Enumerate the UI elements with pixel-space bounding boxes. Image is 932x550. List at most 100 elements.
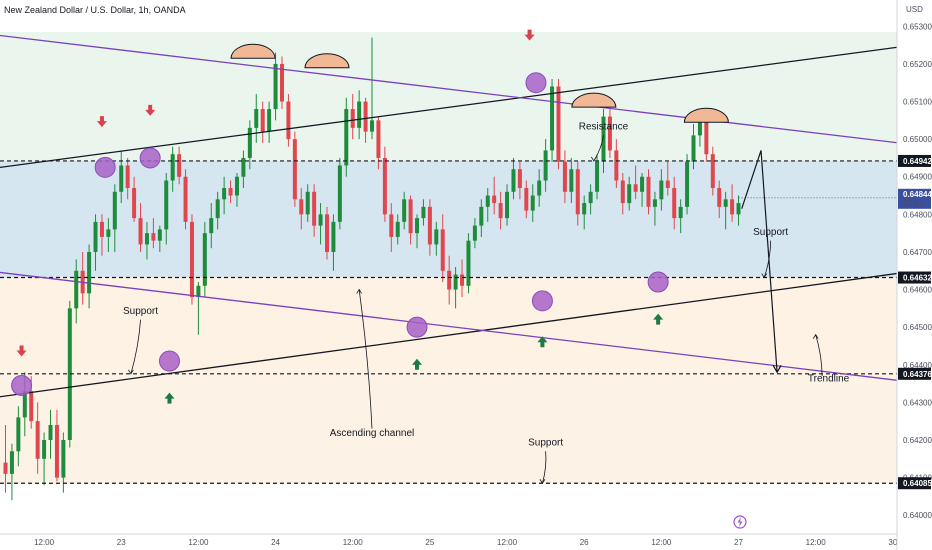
annotation-pointer-head	[812, 333, 819, 339]
current-price-countdown: 20:54	[903, 199, 924, 208]
candle	[74, 259, 79, 324]
candle	[344, 97, 349, 177]
candle-body	[35, 421, 40, 459]
candle	[16, 406, 21, 467]
candle-body	[67, 308, 72, 440]
trendline-trendline-lower	[0, 271, 932, 386]
touch-circle	[525, 72, 547, 94]
candle	[151, 218, 156, 249]
candle	[189, 214, 194, 305]
price-level-tag-text: 0.64085	[903, 479, 932, 488]
rounded-top-dome	[304, 53, 350, 69]
candle	[99, 214, 104, 256]
candle	[357, 90, 362, 140]
candle	[318, 203, 323, 245]
candle	[685, 154, 690, 215]
candle-body	[170, 154, 175, 181]
candle	[659, 169, 664, 211]
price-level-tag-text: 0.64942	[903, 157, 932, 166]
resistance-support-zone	[0, 160, 897, 278]
candle-body	[697, 116, 702, 136]
candle-body	[344, 109, 349, 166]
candle	[48, 409, 53, 459]
candle	[228, 180, 233, 204]
candle-body	[492, 195, 497, 204]
candle-body	[305, 191, 310, 215]
candle-body	[485, 195, 490, 207]
candle-body	[556, 86, 561, 162]
lightning-icon[interactable]	[733, 515, 747, 529]
candle-body	[299, 199, 304, 215]
y-tick-label: 0.64800	[903, 210, 932, 219]
touch-circle	[531, 290, 553, 312]
candle-body	[678, 206, 683, 219]
candle-body	[736, 203, 741, 215]
candle	[627, 176, 632, 211]
candle-body	[685, 161, 690, 207]
candle	[434, 221, 439, 256]
y-tick-label: 0.64000	[903, 511, 932, 520]
y-tick-label: 0.64900	[903, 173, 932, 182]
current-price-text: 0.64844	[903, 190, 932, 199]
candle-body	[524, 188, 529, 211]
y-tick-label: 0.64400	[903, 361, 932, 370]
candle	[736, 195, 741, 226]
candle	[54, 409, 59, 482]
candle	[472, 218, 477, 249]
candle	[106, 218, 111, 252]
candle-body	[357, 101, 362, 128]
annotation-label: Trendline	[808, 374, 850, 385]
candle-body	[717, 188, 722, 207]
candle-body	[22, 391, 27, 418]
price-level-tag-text: 0.64376	[903, 370, 932, 379]
candle-body	[447, 270, 452, 290]
candle	[125, 157, 130, 200]
candle	[395, 214, 400, 245]
candle	[196, 282, 201, 335]
candle-body	[93, 221, 98, 252]
candle-body	[292, 139, 297, 200]
candle-body	[672, 188, 677, 219]
candle-body	[61, 439, 66, 478]
candle	[370, 37, 375, 140]
candle-body	[74, 270, 79, 309]
candle	[485, 188, 490, 222]
candle-body	[99, 221, 104, 237]
candle-body	[286, 101, 291, 140]
candle-body	[9, 451, 14, 474]
candle	[382, 146, 387, 222]
candle-body	[16, 417, 21, 452]
up-arrow-icon	[653, 313, 664, 325]
candle-body	[144, 233, 149, 245]
candle	[537, 169, 542, 207]
candle-body	[440, 229, 445, 271]
candle	[234, 172, 239, 207]
candle-body	[511, 169, 516, 192]
candle-body	[42, 439, 47, 459]
candle	[170, 146, 175, 192]
candle	[620, 172, 625, 215]
y-tick-label: 0.65000	[903, 135, 932, 144]
candle-body	[325, 214, 329, 252]
candle	[3, 424, 8, 493]
candle-body	[87, 251, 92, 294]
candle	[646, 169, 651, 215]
candle-body	[350, 109, 355, 128]
x-tick-label: 26	[580, 538, 589, 547]
candle-body	[633, 184, 638, 192]
candle-body	[54, 424, 59, 478]
trendline-channel-bottom	[0, 268, 932, 398]
candle	[209, 203, 214, 249]
candle-body	[569, 169, 574, 192]
candle-body	[543, 150, 548, 181]
candle-body	[157, 229, 162, 241]
candle-body	[460, 274, 465, 286]
candle	[363, 97, 368, 143]
price-level-tag-text: 0.64632	[903, 274, 932, 283]
candle	[408, 195, 413, 245]
candle	[337, 157, 342, 230]
x-tick-label: 30	[888, 538, 897, 547]
y-tick-label: 0.65100	[903, 98, 932, 107]
currency-label: USD	[906, 5, 923, 14]
